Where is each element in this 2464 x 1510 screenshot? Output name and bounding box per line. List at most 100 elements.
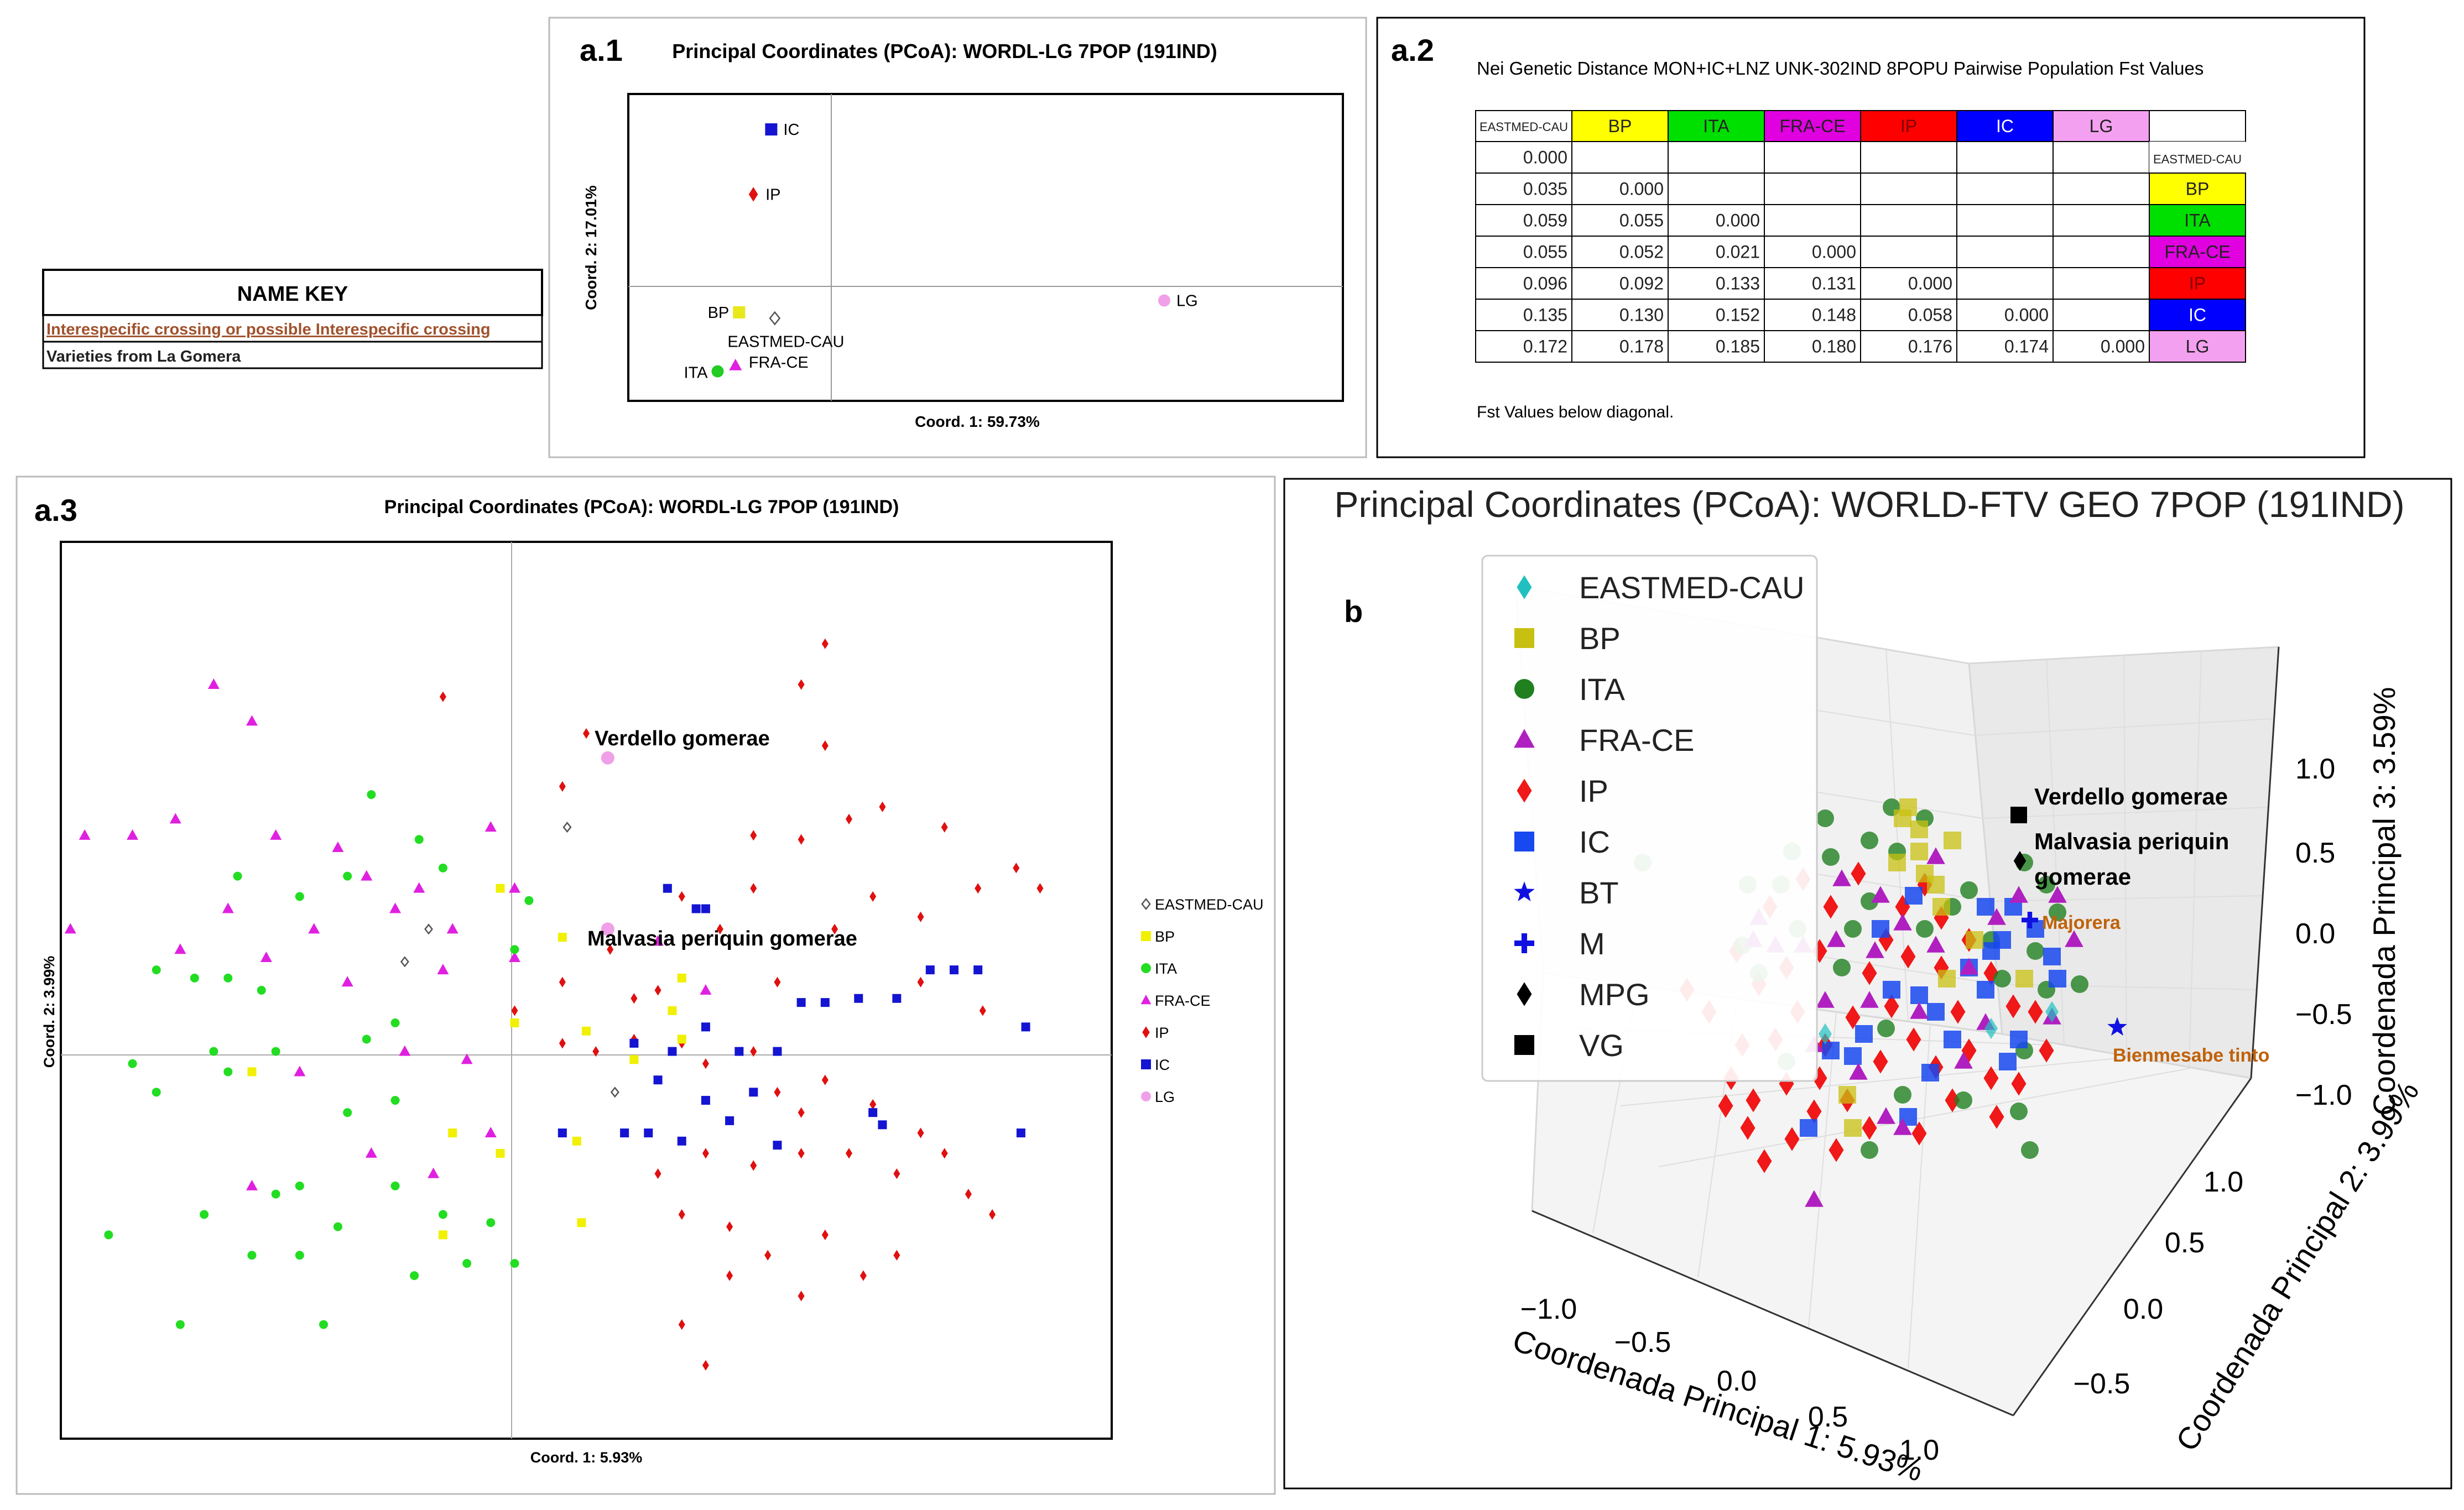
a3-point-ic xyxy=(1016,1128,1025,1138)
a3-point-ip xyxy=(726,1270,733,1281)
b-point-ip xyxy=(1812,939,1827,963)
a3-point-ip xyxy=(511,1005,518,1016)
a3-point-ic xyxy=(663,884,672,893)
a3-point-lg xyxy=(601,922,614,936)
a3-point-ita xyxy=(438,1210,447,1219)
fst-value: 0.000 xyxy=(2101,337,2145,357)
a1-point-fra-ce xyxy=(729,358,742,370)
b-point-ic xyxy=(1844,1047,1862,1065)
fst-row-label-cell xyxy=(2149,330,2246,363)
a3-point-bp xyxy=(448,1128,457,1138)
b-point-fra-ce xyxy=(1960,958,1978,975)
fst-header-label: FRA-CE xyxy=(1779,116,1845,136)
a3-point-bp xyxy=(629,1055,639,1064)
a3-point-fra-ce xyxy=(246,715,258,726)
a3-point-ita xyxy=(462,1258,472,1268)
fst-header-label: IP xyxy=(1900,116,1917,136)
fst-value: 0.133 xyxy=(1716,274,1760,294)
fst-value-cell xyxy=(2053,173,2150,205)
b-point-ip xyxy=(1906,1027,1921,1052)
a3-point-ita xyxy=(367,790,376,800)
b-point-ita xyxy=(1822,848,1840,866)
fst-row-label: IC xyxy=(2189,305,2206,325)
a3-point-bp xyxy=(668,1006,677,1015)
b-legend-marker-vg xyxy=(1514,1035,1534,1055)
panel-a2-title: Nei Genetic Distance MON+IC+LNZ UNK-302I… xyxy=(1477,58,2203,79)
fst-value: 0.152 xyxy=(1716,305,1760,325)
fst-value-cell xyxy=(1860,204,1957,237)
b-point-ic xyxy=(1993,931,2011,949)
fst-header-label: ITA xyxy=(1703,116,1730,136)
a3-point-bp xyxy=(247,1067,257,1077)
b-point-ic xyxy=(1927,1003,1945,1021)
a3-point-fra-ce xyxy=(437,964,449,975)
a3-point-fra-ce xyxy=(169,813,181,824)
b-point-bp xyxy=(1894,809,1911,827)
b-point-ip xyxy=(1862,1116,1877,1140)
fst-value-cell xyxy=(2053,204,2150,237)
b-legend-label: FRA-CE xyxy=(1579,723,1694,757)
b-point-ic xyxy=(1800,1119,1817,1137)
a1-point-label: IP xyxy=(765,186,780,203)
b-point-ita xyxy=(1955,1091,1972,1109)
a3-point-ic xyxy=(973,965,983,975)
b-point-bp xyxy=(1838,1086,1856,1104)
a1-point-label: BP xyxy=(708,304,730,322)
a3-point-ip xyxy=(893,1250,900,1261)
b-point-fra-ce xyxy=(1849,1063,1868,1080)
a3-point-fra-ce xyxy=(485,821,497,832)
a3-point-ip xyxy=(975,883,982,894)
b-point-ip xyxy=(1983,1066,1999,1090)
a3-point-fra-ce xyxy=(64,923,76,934)
a3-point-ita xyxy=(295,892,304,901)
b-point-ip xyxy=(1934,955,1949,980)
a3-point-fra-ce xyxy=(294,1065,306,1077)
fst-value: 0.000 xyxy=(1619,179,1664,199)
b-point-ip xyxy=(1873,1049,1888,1074)
a3-point-ita xyxy=(209,1047,218,1056)
b-legend-label: EASTMED-CAU xyxy=(1579,570,1805,605)
fst-value: 0.135 xyxy=(1523,305,1567,325)
a3-point-ic xyxy=(701,904,710,913)
fst-value-cell xyxy=(1764,204,1861,237)
b-ytick: 1.0 xyxy=(2203,1166,2243,1198)
fst-header-cell xyxy=(1956,110,2054,142)
b-point-bp xyxy=(1927,876,1945,894)
fst-value: 0.172 xyxy=(1523,337,1567,357)
b-point-ip xyxy=(1784,1127,1800,1151)
a3-point-ip xyxy=(869,891,877,902)
panel-b-zlabel: Coordenada Principal 3: 3.59% xyxy=(2367,687,2402,1115)
a3-legend-label: FRA-CE xyxy=(1155,992,1211,1009)
a3-point-fra-ce xyxy=(389,902,402,913)
name-key-box: NAME KEY Interespecific crossing or poss… xyxy=(42,269,543,369)
a3-point-fra-ce xyxy=(461,1053,473,1064)
fst-value-cell xyxy=(1860,173,1957,205)
b-point-ic xyxy=(1872,920,1889,938)
annotation-verdello-gomerae-3d: Verdello gomerae xyxy=(2034,783,2228,809)
fst-header-cell xyxy=(1571,110,1669,142)
fst-row-label: LG xyxy=(2186,337,2210,357)
fst-value: 0.174 xyxy=(2004,337,2049,357)
b-point-ip xyxy=(1740,1116,1755,1140)
b-point-ip xyxy=(1884,994,1899,1018)
fst-value-cell xyxy=(2053,299,2150,331)
b-point-fra-ce xyxy=(2065,930,2083,947)
a3-point-ic xyxy=(773,1141,782,1150)
b-legend-marker-bp xyxy=(1514,628,1534,648)
panel-a1: a.1 Principal Coordinates (PCoA): WORDL-… xyxy=(548,17,1367,458)
a3-point-ip xyxy=(774,976,781,987)
fst-value: 0.000 xyxy=(2004,305,2049,325)
panel-b-title: Principal Coordinates (PCoA): WORLD-FTV … xyxy=(1334,484,2404,525)
a3-point-fra-ce xyxy=(222,902,234,913)
a3-point-ic xyxy=(701,1096,710,1105)
a3-point-ip xyxy=(654,1168,661,1179)
fst-value-cell xyxy=(1764,236,1861,268)
a1-point-ip xyxy=(748,187,758,202)
fst-value-cell xyxy=(1668,236,1765,268)
a3-point-ip xyxy=(654,985,661,996)
b-point-ic xyxy=(1855,1025,1873,1043)
b-legend-marker-mpg xyxy=(1517,982,1532,1006)
a3-point-bp xyxy=(582,1026,591,1036)
fst-header-cell xyxy=(1764,110,1861,142)
b-point-bp xyxy=(1844,1119,1862,1137)
